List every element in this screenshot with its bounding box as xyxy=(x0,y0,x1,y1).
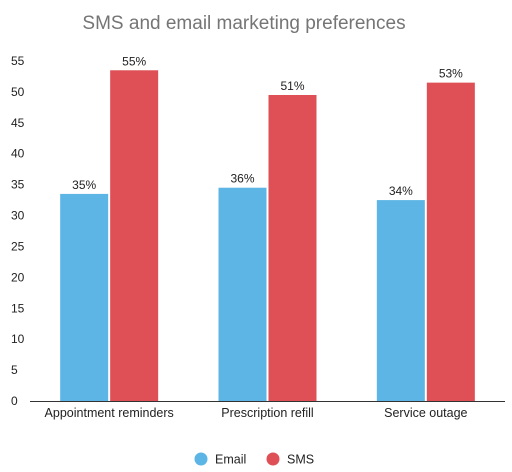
y-tick-label: 5 xyxy=(11,363,18,377)
legend-marker-sms xyxy=(266,452,280,466)
legend-marker-email xyxy=(194,452,208,466)
y-tick-label: 45 xyxy=(11,116,25,130)
bars-group xyxy=(60,70,475,402)
data-label: 51% xyxy=(280,79,304,93)
legend-label: Email xyxy=(215,453,246,467)
data-label: 53% xyxy=(439,67,463,81)
legend: Email SMS xyxy=(194,452,314,467)
y-tick-label: 0 xyxy=(11,394,18,408)
data-label: 55% xyxy=(122,54,146,68)
x-axis: Appointment reminders Prescription refill… xyxy=(30,401,505,420)
y-tick-label: 10 xyxy=(11,332,25,346)
y-tick-label: 55 xyxy=(11,54,25,68)
y-tick-label: 20 xyxy=(11,270,25,284)
y-tick-label: 40 xyxy=(11,147,25,161)
bar-sms-0 xyxy=(110,70,159,401)
y-tick-label: 30 xyxy=(11,209,25,223)
x-tick-label: Prescription refill xyxy=(221,406,313,420)
y-tick-label: 35 xyxy=(11,178,25,192)
data-label: 36% xyxy=(230,172,254,186)
bar-email-0 xyxy=(60,193,109,401)
x-tick-label: Appointment reminders xyxy=(45,406,174,420)
y-tick-label: 50 xyxy=(11,85,25,99)
y-axis: 0 5 10 15 20 25 30 35 40 45 50 55 xyxy=(11,54,25,408)
legend-label: SMS xyxy=(287,453,314,467)
x-tick-label: Service outage xyxy=(384,406,467,420)
chart-title: SMS and email marketing preferences xyxy=(82,13,405,34)
bar-email-2 xyxy=(376,200,425,401)
data-label: 34% xyxy=(389,184,413,198)
y-tick-label: 15 xyxy=(11,301,25,315)
bar-sms-1 xyxy=(268,95,317,401)
y-tick-label: 25 xyxy=(11,239,25,253)
bar-sms-2 xyxy=(426,82,475,402)
data-labels-group: 35% 55% 36% 51% 34% 53% xyxy=(72,54,463,198)
bar-email-1 xyxy=(218,187,267,401)
data-label: 35% xyxy=(72,178,96,192)
